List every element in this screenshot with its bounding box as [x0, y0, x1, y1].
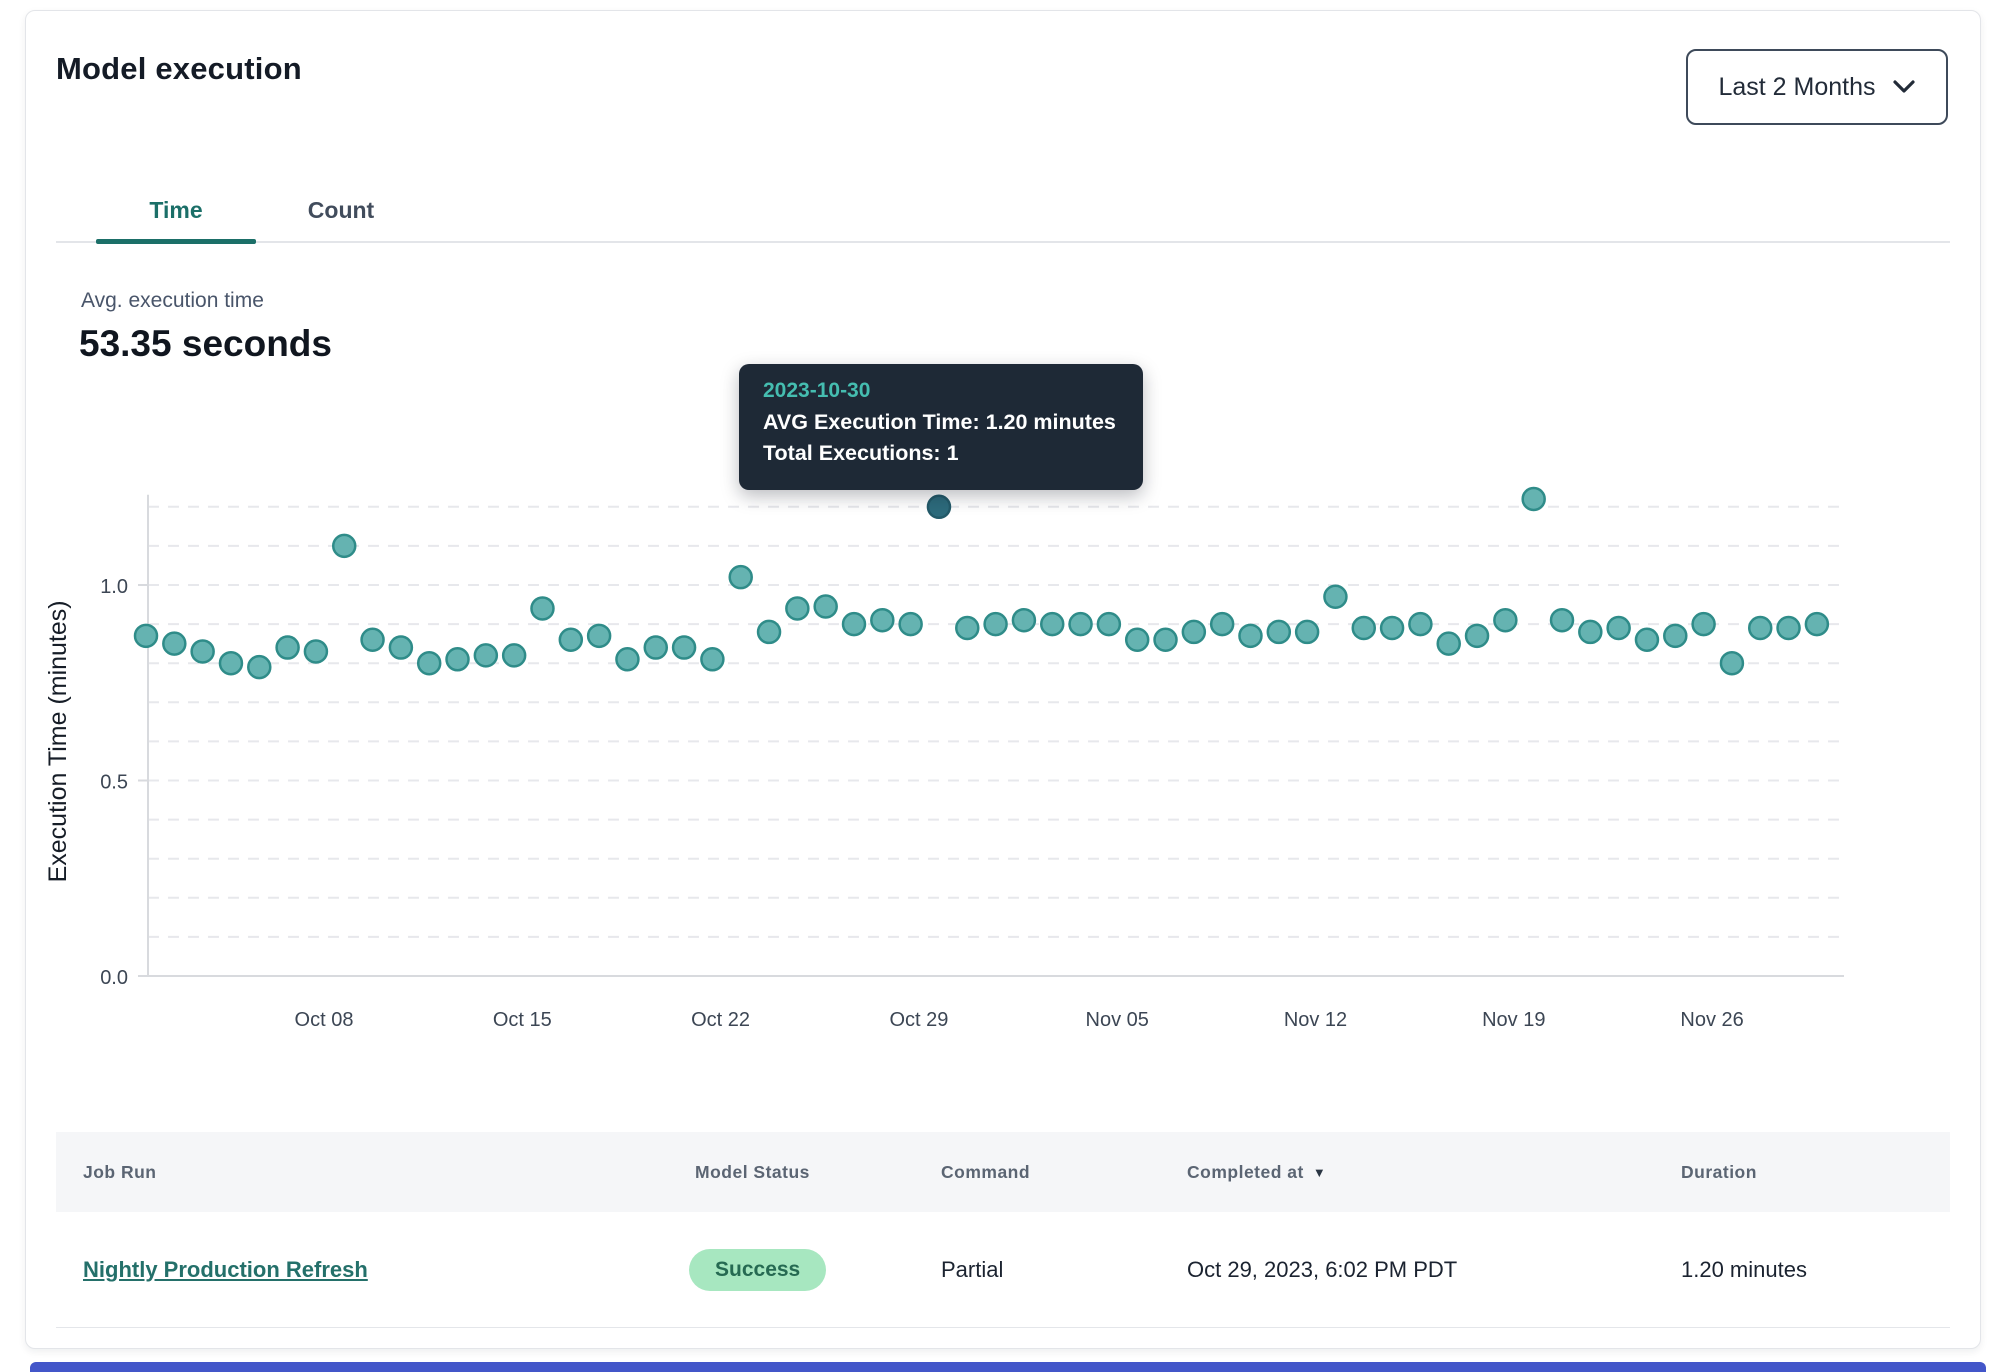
- job-run-link[interactable]: Nightly Production Refresh: [83, 1256, 368, 1282]
- tabs-divider: [56, 241, 1950, 243]
- row-divider: [56, 1327, 1950, 1328]
- tab-count[interactable]: Count: [307, 196, 375, 223]
- active-tab-underline: [96, 239, 256, 244]
- svg-text:Execution Time (minutes): Execution Time (minutes): [44, 600, 72, 882]
- table-row: Nightly Production Refresh Success Parti…: [56, 1212, 1950, 1327]
- svg-text:Nov 05: Nov 05: [1086, 1009, 1149, 1031]
- svg-text:0.5: 0.5: [100, 772, 128, 794]
- date-range-value: Last 2 Months: [1718, 72, 1876, 101]
- tooltip-avg-line: AVG Execution Time: 1.20 minutes: [763, 410, 1116, 434]
- svg-text:Oct 08: Oct 08: [295, 1009, 354, 1031]
- date-range-dropdown[interactable]: Last 2 Months: [1686, 49, 1948, 125]
- svg-text:Nov 12: Nov 12: [1284, 1009, 1347, 1031]
- svg-text:Oct 22: Oct 22: [691, 1009, 750, 1031]
- model-execution-card: Model execution Last 2 Months Time Count…: [25, 10, 1981, 1349]
- column-header-job-run[interactable]: Job Run: [83, 1161, 157, 1182]
- avg-execution-time-label: Avg. execution time: [81, 289, 264, 312]
- svg-text:Nov 26: Nov 26: [1680, 1009, 1743, 1031]
- job-run-cell: Nightly Production Refresh: [83, 1212, 368, 1327]
- svg-text:Nov 19: Nov 19: [1482, 1009, 1545, 1031]
- column-header-model-status[interactable]: Model Status: [695, 1161, 810, 1182]
- svg-text:0.0: 0.0: [100, 967, 128, 989]
- command-cell: Partial: [941, 1256, 1004, 1282]
- status-badge: Success: [689, 1248, 827, 1291]
- sort-desc-icon[interactable]: ▼: [1312, 1164, 1327, 1180]
- chevron-down-icon: [1892, 80, 1915, 93]
- model-status-cell: Success: [689, 1212, 827, 1327]
- table-header: Job Run Model Status Command Completed a…: [56, 1132, 1950, 1212]
- column-header-completed-at[interactable]: Completed at ▼: [1187, 1161, 1327, 1182]
- execution-time-scatter-chart[interactable]: 0.0 0.5 1.0 Oct 08 Oct 15 Oct 22 Oct 29 Nov 05 N…: [26, 11, 1982, 1350]
- chart-tooltip: 2023-10-30 AVG Execution Time: 1.20 minu…: [739, 364, 1143, 490]
- next-section-top-edge: [30, 1362, 1986, 1372]
- duration-cell: 1.20 minutes: [1681, 1256, 1807, 1282]
- svg-text:Oct 29: Oct 29: [889, 1009, 948, 1031]
- tooltip-date: 2023-10-30: [763, 379, 871, 402]
- tab-time[interactable]: Time: [149, 196, 203, 223]
- column-header-command[interactable]: Command: [941, 1161, 1031, 1182]
- column-header-duration[interactable]: Duration: [1681, 1161, 1757, 1182]
- completed-at-cell: Oct 29, 2023, 6:02 PM PDT: [1187, 1256, 1458, 1282]
- avg-execution-time-value: 53.35 seconds: [79, 323, 332, 364]
- tooltip-total-line: Total Executions: 1: [763, 441, 959, 465]
- svg-text:1.0: 1.0: [100, 576, 128, 598]
- svg-text:Oct 15: Oct 15: [493, 1009, 552, 1031]
- page-title: Model execution: [56, 51, 302, 86]
